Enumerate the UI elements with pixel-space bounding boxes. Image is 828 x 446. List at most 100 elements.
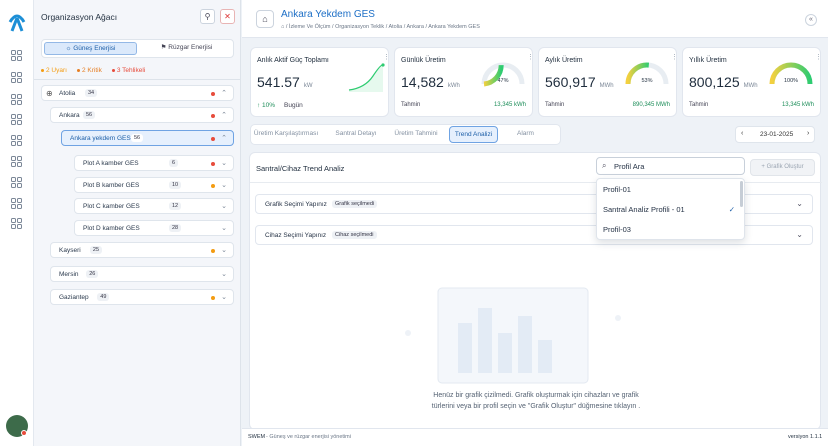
more-icon[interactable]: ⋮: [815, 54, 822, 61]
kpi-number: 541.57: [257, 74, 300, 90]
node-count: 34: [85, 89, 98, 97]
alert-label: 2 Uyarı: [46, 67, 67, 74]
tree-node-plot[interactable]: Plot A kamber GES 6 ⌄: [74, 155, 234, 171]
tree-node-plot[interactable]: Plot D kamber GES 28 ⌄: [74, 219, 234, 236]
tree-title: Organizasyon Ağacı: [41, 12, 118, 22]
nav-rail: [0, 0, 34, 446]
double-chevron-left-icon: «: [809, 16, 813, 23]
alert-count[interactable]: 2 Kritik: [76, 67, 102, 74]
tab-4[interactable]: Trend Analizi: [449, 126, 498, 143]
gauge: [767, 60, 815, 90]
chevron-up-icon[interactable]: ⌃: [221, 90, 227, 97]
tree-node-ankara[interactable]: Ankara 56 ⌃: [50, 107, 234, 123]
divider: [34, 79, 241, 80]
kpi-unit: MWh: [743, 83, 758, 89]
tab-1[interactable]: Üretim Karşılaştırması: [253, 130, 319, 137]
nav-grid-icon[interactable]: [11, 72, 22, 83]
nav-grid-icon[interactable]: [11, 94, 22, 105]
kpi-unit: MWh: [599, 83, 614, 89]
home-icon[interactable]: ⌂: [281, 24, 286, 30]
breadcrumb: ⌂ / İzleme Ve Ölçüm / Organizasyon Tekli…: [281, 24, 480, 30]
kpi-value: 800,125 MWh: [689, 74, 758, 90]
scrollbar[interactable]: [740, 181, 743, 207]
tab-3[interactable]: Üretim Tahmini: [394, 130, 438, 137]
node-count: 26: [86, 269, 99, 278]
gauge: [479, 60, 527, 90]
node-label: Plot A kamber GES: [83, 160, 139, 167]
accordion-label: Grafik Seçimi Yapınız: [265, 201, 327, 208]
dropdown-option[interactable]: Profil-03: [597, 220, 745, 239]
date-picker[interactable]: ‹ 23-01-2025 ›: [735, 126, 815, 143]
status-dot: [211, 92, 215, 96]
kpi-title: Anlık Aktif Güç Toplamı: [257, 57, 329, 64]
tree-node-selected[interactable]: Ankara yekdem GES 56 ⌃: [61, 130, 234, 146]
create-chart-button[interactable]: + Grafik Oluştur: [750, 159, 815, 176]
empty-state-message: Henüz bir grafik çizilmedi. Grafik oluşt…: [250, 390, 822, 412]
sun-icon: ☼: [65, 45, 74, 52]
panel-title: Santral/Cihaz Trend Analiz: [256, 164, 345, 173]
nav-grid-icon[interactable]: [11, 198, 22, 209]
nav-grid-icon[interactable]: [11, 177, 22, 188]
chevron-up-icon[interactable]: ⌃: [221, 135, 227, 142]
chevron-down-icon[interactable]: ⌄: [796, 199, 803, 208]
chevron-down-icon[interactable]: ⌄: [221, 294, 227, 301]
chevron-down-icon[interactable]: ⌄: [221, 203, 227, 210]
nav-grid-icon[interactable]: [11, 50, 22, 61]
forecast-label: Tahmin: [689, 102, 709, 108]
more-icon[interactable]: ⋮: [383, 54, 390, 61]
tab-wind[interactable]: ⚑ Rüzgar Enerjisi: [140, 42, 233, 55]
tab-wind-label: Rüzgar Enerjisi: [168, 44, 213, 51]
alert-count[interactable]: 2 Uyarı: [41, 67, 67, 74]
alert-count[interactable]: 3 Tehlikeli: [111, 67, 145, 74]
chevron-down-icon[interactable]: ⌄: [221, 270, 227, 278]
alert-label: 2 Kritik: [81, 67, 102, 74]
close-icon: ✕: [224, 12, 231, 21]
node-count: 49: [97, 293, 110, 301]
chevron-down-icon[interactable]: ⌄: [221, 181, 227, 189]
tab-2[interactable]: Santral Detayı: [335, 130, 377, 137]
collapse-button[interactable]: «: [805, 14, 817, 26]
close-button[interactable]: ✕: [220, 9, 235, 24]
tab-5[interactable]: Alarm: [517, 130, 534, 137]
nav-grid-icon[interactable]: [11, 218, 22, 229]
profile-dropdown: Profil-01 Santral Analiz Profili - 01 ✓ Pro…: [596, 178, 745, 240]
tree-node-plot[interactable]: Plot C kamber GES 12 ⌄: [74, 198, 234, 214]
nav-grid-icon[interactable]: [11, 135, 22, 146]
node-count: 6: [169, 159, 179, 167]
chevron-down-icon[interactable]: ⌄: [221, 247, 227, 254]
dropdown-option[interactable]: Profil-01: [597, 180, 745, 199]
chevron-down-icon[interactable]: ⌄: [221, 224, 227, 232]
profile-search-input[interactable]: ⌕ Profil Ara: [596, 157, 745, 175]
kpi-card: Aylık Üretim 560,917 MWh ⋮ 53% Tahmin 890,345 …: [538, 47, 678, 117]
kpi-number: 800,125: [689, 74, 740, 90]
status-dot: [211, 296, 215, 300]
more-icon[interactable]: ⋮: [527, 54, 534, 61]
tree-node-city[interactable]: Kayseri 25 ⌄: [50, 242, 234, 258]
tree-node-city[interactable]: Mersin 26 ⌄: [50, 265, 234, 282]
status-dot: [211, 114, 215, 118]
kpi-value: 560,917 MWh: [545, 74, 614, 90]
nav-grid-icon[interactable]: [11, 156, 22, 167]
tab-solar[interactable]: ☼ Güneş Enerjisi: [44, 42, 137, 55]
org-tree-panel: Organizasyon Ağacı ⚲ ✕ ☼ Güneş Enerjisi …: [34, 0, 241, 446]
chevron-down-icon[interactable]: ⌄: [796, 230, 803, 239]
chevron-up-icon[interactable]: ⌃: [221, 112, 227, 119]
tree-node-atolia[interactable]: ⊕ Atolia 34 ⌃: [41, 85, 234, 101]
chevron-right-icon[interactable]: ›: [807, 130, 810, 137]
filter-button[interactable]: ⚲: [200, 9, 215, 24]
dropdown-option[interactable]: Santral Analiz Profili - 01 ✓: [597, 200, 745, 219]
chevron-left-icon[interactable]: ‹: [741, 130, 744, 137]
wind-turbine-icon: ⚑: [160, 44, 169, 51]
gauge-label: 100%: [783, 78, 799, 84]
chevron-down-icon[interactable]: ⌄: [221, 160, 227, 167]
node-count: 25: [89, 246, 103, 254]
node-label: Plot C kamber GES: [83, 203, 140, 210]
more-icon[interactable]: ⋮: [671, 54, 678, 61]
kpi-number: 14,582: [401, 74, 444, 90]
forecast-value: 13,345 kWh: [781, 102, 814, 108]
tree-node-city[interactable]: Gaziantep 49 ⌄: [50, 289, 234, 305]
node-label: Ankara yekdem GES: [70, 135, 131, 142]
filter-icon: ⚲: [204, 12, 211, 21]
tree-node-plot[interactable]: Plot B kamber GES 10 ⌄: [74, 176, 234, 193]
nav-grid-icon[interactable]: [11, 114, 22, 125]
